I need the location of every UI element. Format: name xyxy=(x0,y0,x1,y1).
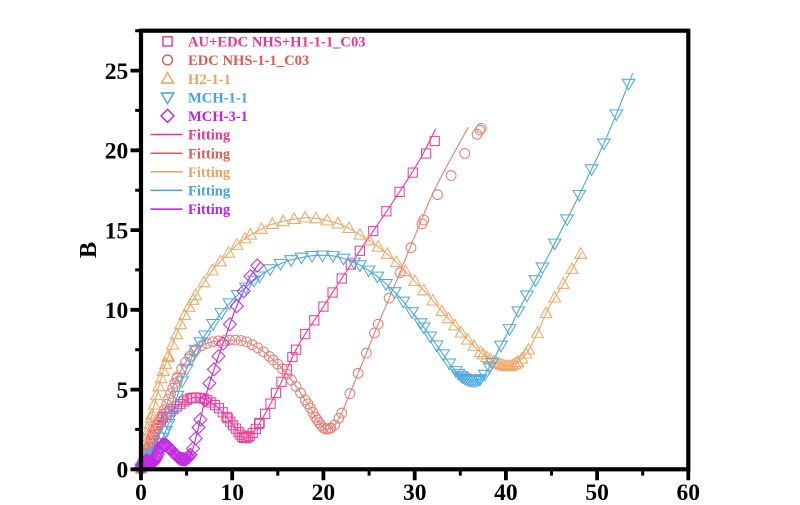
svg-text:Fitting: Fitting xyxy=(188,146,231,162)
svg-text:60: 60 xyxy=(677,480,701,500)
svg-text:Fitting: Fitting xyxy=(188,202,231,218)
svg-text:MCH-1-1: MCH-1-1 xyxy=(188,90,248,106)
svg-text:20: 20 xyxy=(312,480,336,500)
svg-text:MCH-3-1: MCH-3-1 xyxy=(188,109,248,125)
svg-text:10: 10 xyxy=(220,480,244,500)
svg-text:B: B xyxy=(75,242,102,258)
svg-text:0: 0 xyxy=(116,458,128,484)
svg-text:H2-1-1: H2-1-1 xyxy=(188,72,231,88)
svg-text:40: 40 xyxy=(494,480,518,500)
svg-text:50: 50 xyxy=(585,480,609,500)
svg-text:0: 0 xyxy=(135,480,147,500)
svg-text:AU+EDC NHS+H1-1-1_C03: AU+EDC NHS+H1-1-1_C03 xyxy=(188,35,366,51)
svg-text:25: 25 xyxy=(105,59,129,85)
svg-text:Fitting: Fitting xyxy=(188,165,231,181)
svg-text:5: 5 xyxy=(116,378,128,404)
svg-text:Fitting: Fitting xyxy=(188,184,231,200)
svg-text:10: 10 xyxy=(105,298,129,324)
svg-text:20: 20 xyxy=(105,139,129,165)
svg-text:15: 15 xyxy=(105,218,129,244)
svg-text:30: 30 xyxy=(403,480,427,500)
svg-text:EDC NHS-1-1_C03: EDC NHS-1-1_C03 xyxy=(188,53,309,69)
svg-text:Fitting: Fitting xyxy=(188,128,231,144)
